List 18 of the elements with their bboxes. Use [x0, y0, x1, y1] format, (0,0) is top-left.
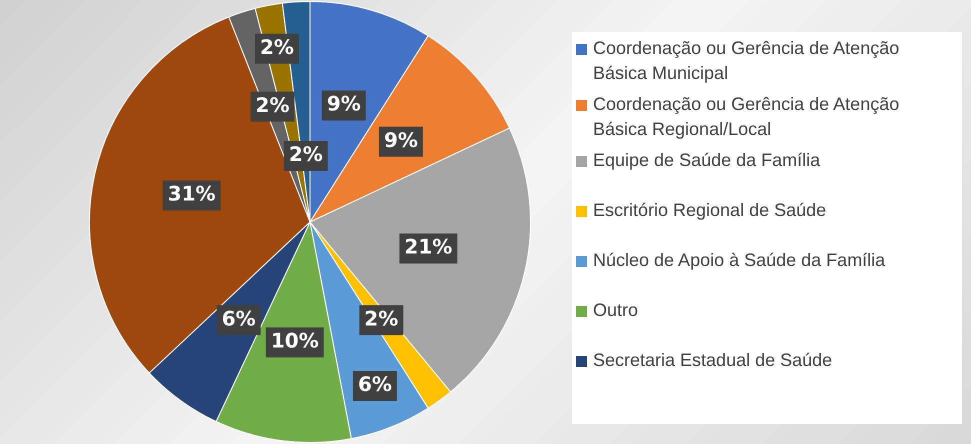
legend-label: Coordenação ou Gerência de Atenção Básica Regional/Local: [593, 93, 900, 141]
legend-label: Equipe de Saúde da Família: [593, 149, 820, 172]
legend-label: Coordenação ou Gerência de Atenção Básica Municipal: [593, 37, 900, 85]
data-label: 21%: [404, 234, 452, 259]
data-label: 2%: [260, 34, 294, 59]
data-label: 2%: [288, 142, 323, 166]
data-label: 6%: [222, 306, 256, 330]
legend-label: Núcleo de Apoio à Saúde da Família: [593, 249, 886, 272]
data-label: 10%: [270, 328, 319, 353]
data-label: 9%: [384, 128, 418, 152]
data-label: 9%: [326, 92, 361, 116]
legend-label: Escritório Regional de Saúde: [593, 199, 826, 222]
data-label: 31%: [168, 182, 216, 206]
data-label: 2%: [364, 306, 398, 330]
legend-label: Secretaria Estadual de Saúde: [593, 349, 832, 372]
data-label: 2%: [256, 92, 290, 117]
data-label: 6%: [358, 372, 392, 396]
legend-label: Outro: [593, 299, 638, 322]
